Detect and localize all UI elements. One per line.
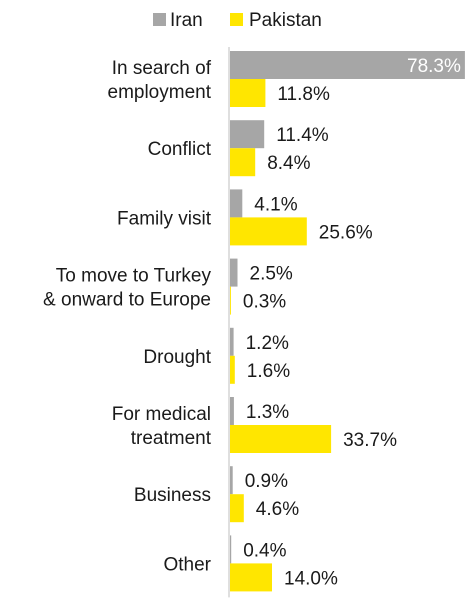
value-label-pakistan: 1.6% xyxy=(247,361,290,382)
value-labels: 78.3% 11.8% 11.4% 8.4% 4.1% 25.6% 2.5% 0.3% 1.2%… xyxy=(243,56,461,589)
bar-iran xyxy=(230,327,234,356)
value-label-iran: 0.9% xyxy=(245,471,288,492)
category-label: Business xyxy=(134,485,211,506)
bar-iran xyxy=(230,466,233,495)
bar-iran xyxy=(230,189,243,218)
category-label: Family visit xyxy=(117,208,212,229)
bar-pakistan xyxy=(230,148,256,177)
value-label-iran: 4.1% xyxy=(254,194,297,215)
bar-iran xyxy=(230,258,238,287)
value-label-pakistan: 0.3% xyxy=(243,292,286,313)
category-label: Conflict xyxy=(148,139,212,160)
value-label-pakistan: 25.6% xyxy=(319,222,373,243)
category-label: Other xyxy=(163,554,211,575)
bar-iran xyxy=(230,397,234,425)
value-label-pakistan: 8.4% xyxy=(267,153,310,174)
bar-pakistan xyxy=(230,79,266,107)
bar-iran xyxy=(230,535,232,564)
value-label-iran: 11.4% xyxy=(276,125,329,146)
bar-pakistan xyxy=(230,217,307,246)
value-label-iran: 0.4% xyxy=(243,540,286,561)
category-label: In search of employment xyxy=(108,58,212,103)
legend-label-pakistan: Pakistan xyxy=(249,10,322,31)
legend-label-iran: Iran xyxy=(170,10,203,31)
bars xyxy=(230,51,465,592)
value-label-pakistan: 33.7% xyxy=(343,430,397,451)
category-label: Drought xyxy=(143,347,211,368)
value-label-iran: 78.3% xyxy=(407,56,461,77)
category-label: For medical treatment xyxy=(112,404,212,449)
legend: Iran Pakistan xyxy=(153,10,322,31)
bar-pakistan xyxy=(230,494,244,523)
bar-iran xyxy=(230,120,265,149)
value-label-iran: 1.3% xyxy=(246,402,289,423)
category-labels: In search of employment Conflict Family vis… xyxy=(43,58,212,575)
value-label-iran: 1.2% xyxy=(246,333,289,354)
value-label-pakistan: 4.6% xyxy=(256,499,299,520)
legend-swatch-pakistan xyxy=(230,13,243,26)
bar-pakistan xyxy=(230,286,231,315)
legend-swatch-iran xyxy=(153,13,166,26)
bar-pakistan xyxy=(230,355,235,384)
bar-iran xyxy=(230,51,465,79)
value-label-pakistan: 14.0% xyxy=(284,568,338,589)
bar-pakistan xyxy=(230,425,332,453)
value-label-iran: 2.5% xyxy=(250,264,293,285)
value-label-pakistan: 11.8% xyxy=(277,84,330,105)
category-label: To move to Turkey & onward to Europe xyxy=(43,266,211,311)
bar-pakistan xyxy=(230,563,272,592)
